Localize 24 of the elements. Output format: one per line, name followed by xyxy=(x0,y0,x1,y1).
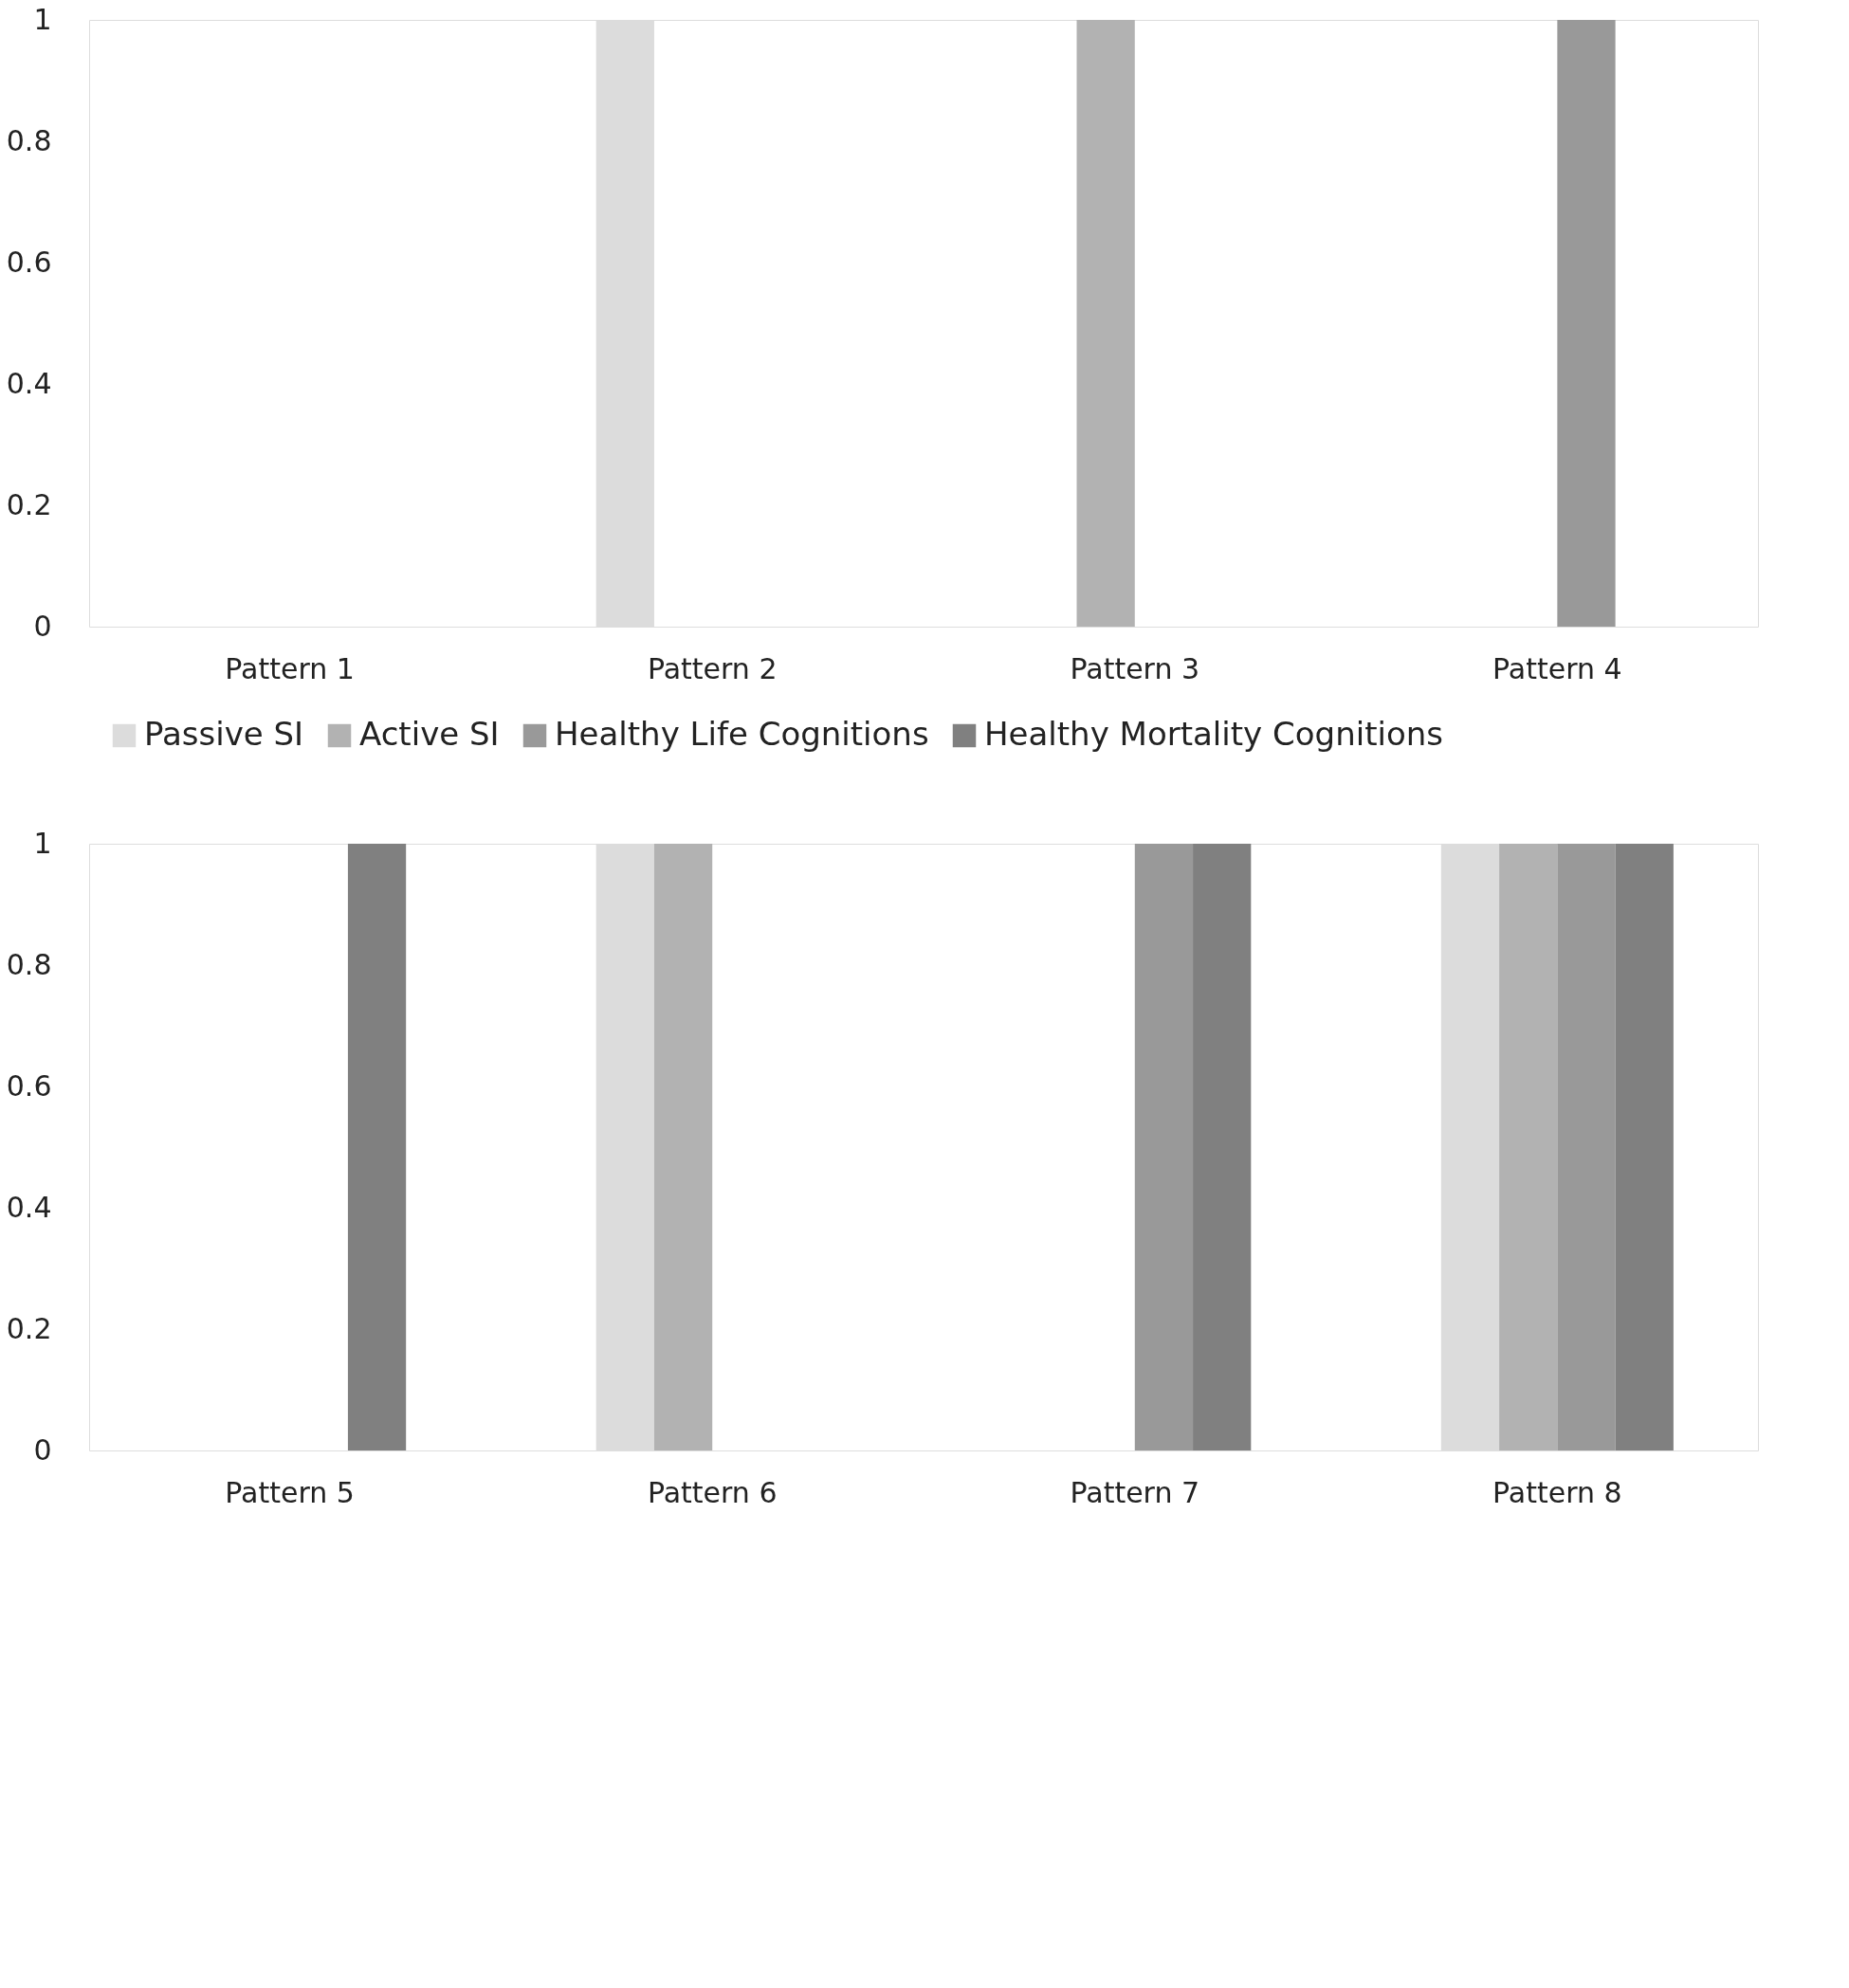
y-tick-label: 0.6 xyxy=(6,245,52,279)
y-tick-label: 0.2 xyxy=(6,487,52,521)
x-tick-label: Pattern 2 xyxy=(647,651,778,685)
y-tick-label: 0.4 xyxy=(6,366,52,400)
y-tick-label: 0 xyxy=(33,1432,52,1467)
y-tick-label: 1 xyxy=(33,2,52,36)
legend-label: Healthy Mortality Cognitions xyxy=(984,715,1443,753)
legend-label: Healthy Life Cognitions xyxy=(555,715,929,753)
legend-label: Active SI xyxy=(359,715,500,753)
x-tick-label: Pattern 6 xyxy=(647,1475,778,1509)
legend-label: Passive SI xyxy=(144,715,304,753)
y-tick-label: 0.6 xyxy=(6,1068,52,1103)
y-tick-label: 0 xyxy=(33,609,52,643)
y-tick-label: 0.8 xyxy=(6,123,52,157)
x-tick-label: Pattern 3 xyxy=(1070,651,1200,685)
x-tick-label: Pattern 5 xyxy=(225,1475,355,1509)
x-tick-label: Pattern 7 xyxy=(1070,1475,1200,1509)
x-tick-label: Pattern 4 xyxy=(1492,651,1622,685)
y-tick-label: 0.2 xyxy=(6,1311,52,1345)
y-tick-label: 0.4 xyxy=(6,1190,52,1224)
y-tick-label: 0.8 xyxy=(6,947,52,981)
x-tick-label: Pattern 1 xyxy=(225,651,355,685)
y-tick-label: 1 xyxy=(33,826,52,860)
x-tick-label: Pattern 8 xyxy=(1492,1475,1622,1509)
